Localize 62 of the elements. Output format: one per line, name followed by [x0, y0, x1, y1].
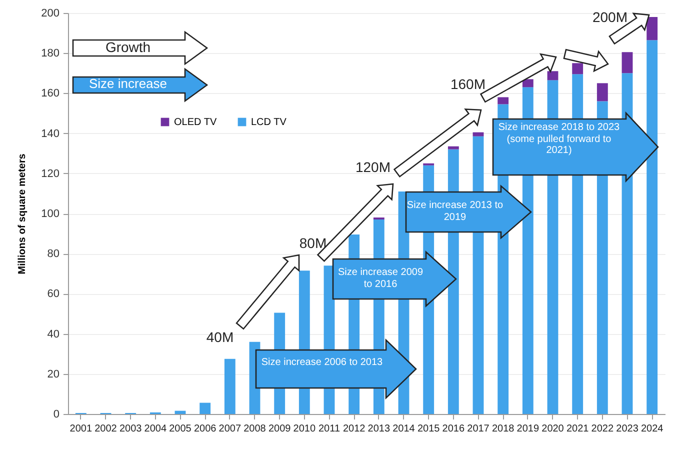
x-tick-label: 2001 [70, 424, 92, 434]
x-tick-label: 2014 [392, 424, 416, 434]
x-tick-label: 2005 [169, 424, 192, 434]
x-tick-label: 2018 [492, 424, 515, 434]
x-tick-label: 2002 [94, 424, 118, 434]
bar [572, 63, 584, 74]
x-tick-label: 2003 [119, 424, 142, 434]
x-tick-label: 2019 [516, 424, 540, 434]
annotation: 40M [205, 329, 235, 346]
x-tick-label: 2011 [318, 424, 340, 434]
bar [200, 402, 211, 414]
bar [174, 410, 186, 414]
annotation: Size increase 2013 to 2019 [406, 200, 504, 223]
bar [646, 17, 658, 40]
bar [472, 132, 484, 136]
annotation: 80M [298, 235, 328, 252]
x-tick-label: 2017 [467, 424, 490, 434]
x-tick-label: 2006 [194, 424, 217, 434]
bar [596, 83, 608, 102]
x-tick-label: 2023 [616, 424, 639, 434]
x-tick-label: 2007 [218, 424, 242, 434]
y-axis-title: Millions of square meters [17, 153, 28, 274]
x-tick-label: 2020 [542, 424, 564, 434]
y-tick-label: 180 [41, 48, 60, 60]
y-tick-label: 100 [41, 208, 60, 220]
annotation: Size increase 2018 to 2023 (some pulled forward to 2021) [497, 122, 621, 156]
bar [498, 97, 509, 104]
bar [224, 358, 236, 414]
annotation: Size increase 2006 to 2013 [260, 357, 384, 368]
x-tick-label: 2012 [342, 424, 366, 434]
x-tick-label: 2015 [417, 424, 440, 434]
x-tick-label: 2022 [591, 424, 614, 434]
annotation: Size increase 2009 to 2016 [336, 267, 424, 290]
annotation: Size increase [88, 76, 168, 92]
y-tick-label: 80 [47, 248, 60, 260]
bar [522, 79, 534, 88]
bar [547, 71, 558, 80]
annotation: 120M [354, 159, 392, 176]
x-tick-label: 2013 [368, 424, 390, 434]
y-tick-label: 60 [47, 288, 60, 300]
y-tick-label: 0 [53, 408, 60, 420]
y-tick-label: 160 [41, 88, 60, 100]
y-tick-label: 140 [41, 128, 60, 140]
x-tick-label: 2004 [144, 424, 167, 434]
x-tick-label: 2008 [244, 424, 266, 434]
y-tick-label: 20 [47, 368, 60, 380]
x-tick-label: 2021 [566, 424, 590, 434]
x-tick-label: 2024 [640, 424, 664, 434]
legend-label: OLED TV [174, 117, 217, 128]
y-tick-label: 120 [41, 168, 60, 180]
bar [646, 40, 658, 414]
annotation: Growth [104, 39, 152, 56]
x-tick-label: 2010 [293, 424, 316, 434]
annotation: 160M [449, 76, 487, 92]
annotation: 200M [591, 9, 629, 26]
y-tick-label: 40 [47, 328, 60, 340]
y-tick-label: 200 [41, 8, 60, 20]
x-tick-label: 2009 [268, 424, 292, 434]
x-tick-label: 2016 [442, 424, 465, 434]
bar [448, 146, 459, 150]
bar [622, 52, 633, 74]
legend-label: LCD TV [251, 117, 287, 128]
